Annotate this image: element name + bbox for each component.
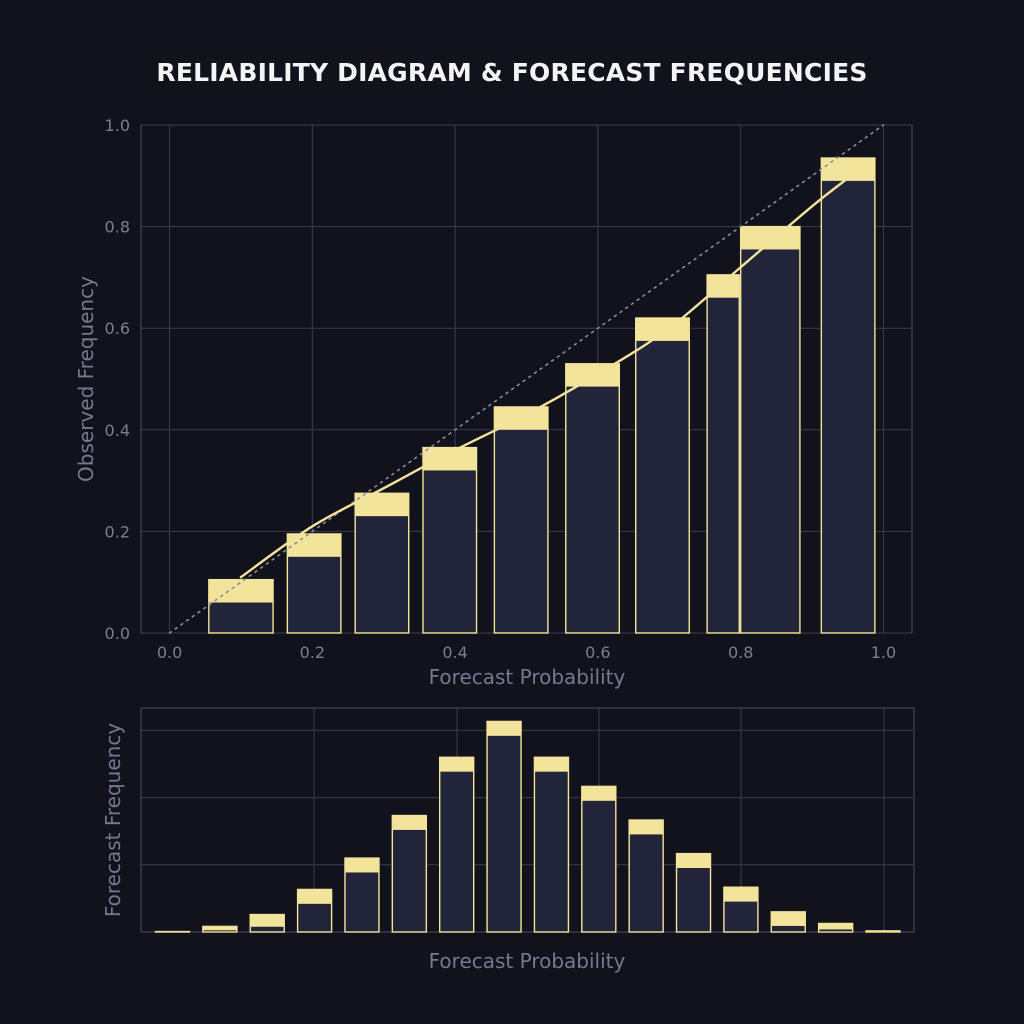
reliability-x-ticks: 0.0 0.2 0.4 0.6 0.8 1.0: [157, 643, 896, 662]
frequency-bar-cap: [771, 911, 806, 926]
reliability-bar-cap: [355, 493, 409, 517]
frequency-bar-cap: [866, 930, 900, 932]
frequency-bar-cap: [676, 853, 711, 868]
reliability-bar: [635, 317, 690, 634]
frequency-bar-cap: [723, 887, 758, 902]
reliability-bar-cap: [707, 274, 740, 298]
frequency-bar-cap: [581, 786, 616, 801]
frequency-grid: [141, 708, 914, 932]
reliability-curve: [239, 177, 849, 579]
reliability-y-axis-label: Observed Frequency: [74, 276, 98, 482]
y-tick-label: 0.8: [105, 218, 130, 237]
x-tick-label: 0.8: [728, 643, 753, 662]
reliability-bar-cap: [208, 579, 274, 603]
reliability-bar-cap: [422, 447, 477, 471]
reliability-bar: [739, 225, 801, 634]
frequency-bar: [581, 785, 617, 933]
frequency-bar-cap: [250, 914, 285, 927]
frequency-bar-cap: [534, 757, 569, 772]
perfect-reliability-line: [168, 124, 885, 634]
frequency-chart: Forecast Probability Forecast Frequency: [101, 707, 915, 973]
reliability-chart: 0.0 0.2 0.4 0.6 0.8 1.0 0.0 0.2 0.4 0.6 0.8 1.0 Fo…: [74, 116, 913, 689]
frequency-bar-cap: [818, 923, 853, 930]
x-tick-label: 0.6: [585, 643, 610, 662]
frequency-bar-cap: [629, 820, 664, 835]
x-tick-label: 0.4: [442, 643, 467, 662]
y-tick-label: 0.0: [105, 624, 130, 643]
frequency-x-axis-label: Forecast Probability: [429, 949, 626, 973]
reliability-bar: [820, 157, 876, 634]
reliability-x-axis-label: Forecast Probability: [429, 665, 626, 689]
frequency-bar-cap: [202, 926, 237, 931]
frequency-bar: [439, 756, 475, 933]
reliability-bar-cap: [635, 318, 690, 341]
x-tick-label: 0.0: [157, 643, 182, 662]
chart-title: RELIABILITY DIAGRAM & FORECAST FREQUENCI…: [156, 58, 868, 87]
reliability-bar: [493, 406, 549, 634]
frequency-plot-frame: [140, 707, 915, 933]
frequency-y-axis-label: Forecast Frequency: [101, 723, 125, 917]
reliability-bars: [208, 157, 876, 634]
frequency-bar-cap: [439, 757, 474, 772]
frequency-bar: [391, 814, 428, 933]
frequency-bars: [154, 720, 901, 933]
reliability-bar: [706, 274, 740, 634]
frequency-bar-cap: [297, 889, 332, 904]
reliability-bar-cap: [740, 226, 800, 250]
frequency-bar: [533, 756, 570, 933]
frequency-bar: [486, 720, 522, 933]
y-tick-label: 0.6: [105, 319, 130, 338]
x-tick-label: 0.2: [300, 643, 325, 662]
x-tick-label: 1.0: [871, 643, 896, 662]
reliability-y-ticks: 0.0 0.2 0.4 0.6 0.8 1.0: [105, 116, 130, 643]
reliability-bar-cap: [821, 158, 875, 181]
reliability-bar: [565, 363, 621, 634]
y-tick-label: 0.2: [105, 522, 130, 541]
reliability-bar: [422, 446, 478, 634]
frequency-bar-cap: [344, 858, 379, 873]
y-tick-label: 0.4: [105, 421, 130, 440]
y-tick-label: 1.0: [105, 116, 130, 135]
frequency-bar-cap: [392, 815, 427, 830]
reliability-lines: [168, 124, 885, 634]
frequency-bar: [628, 819, 664, 933]
frequency-bar-cap: [487, 721, 522, 736]
